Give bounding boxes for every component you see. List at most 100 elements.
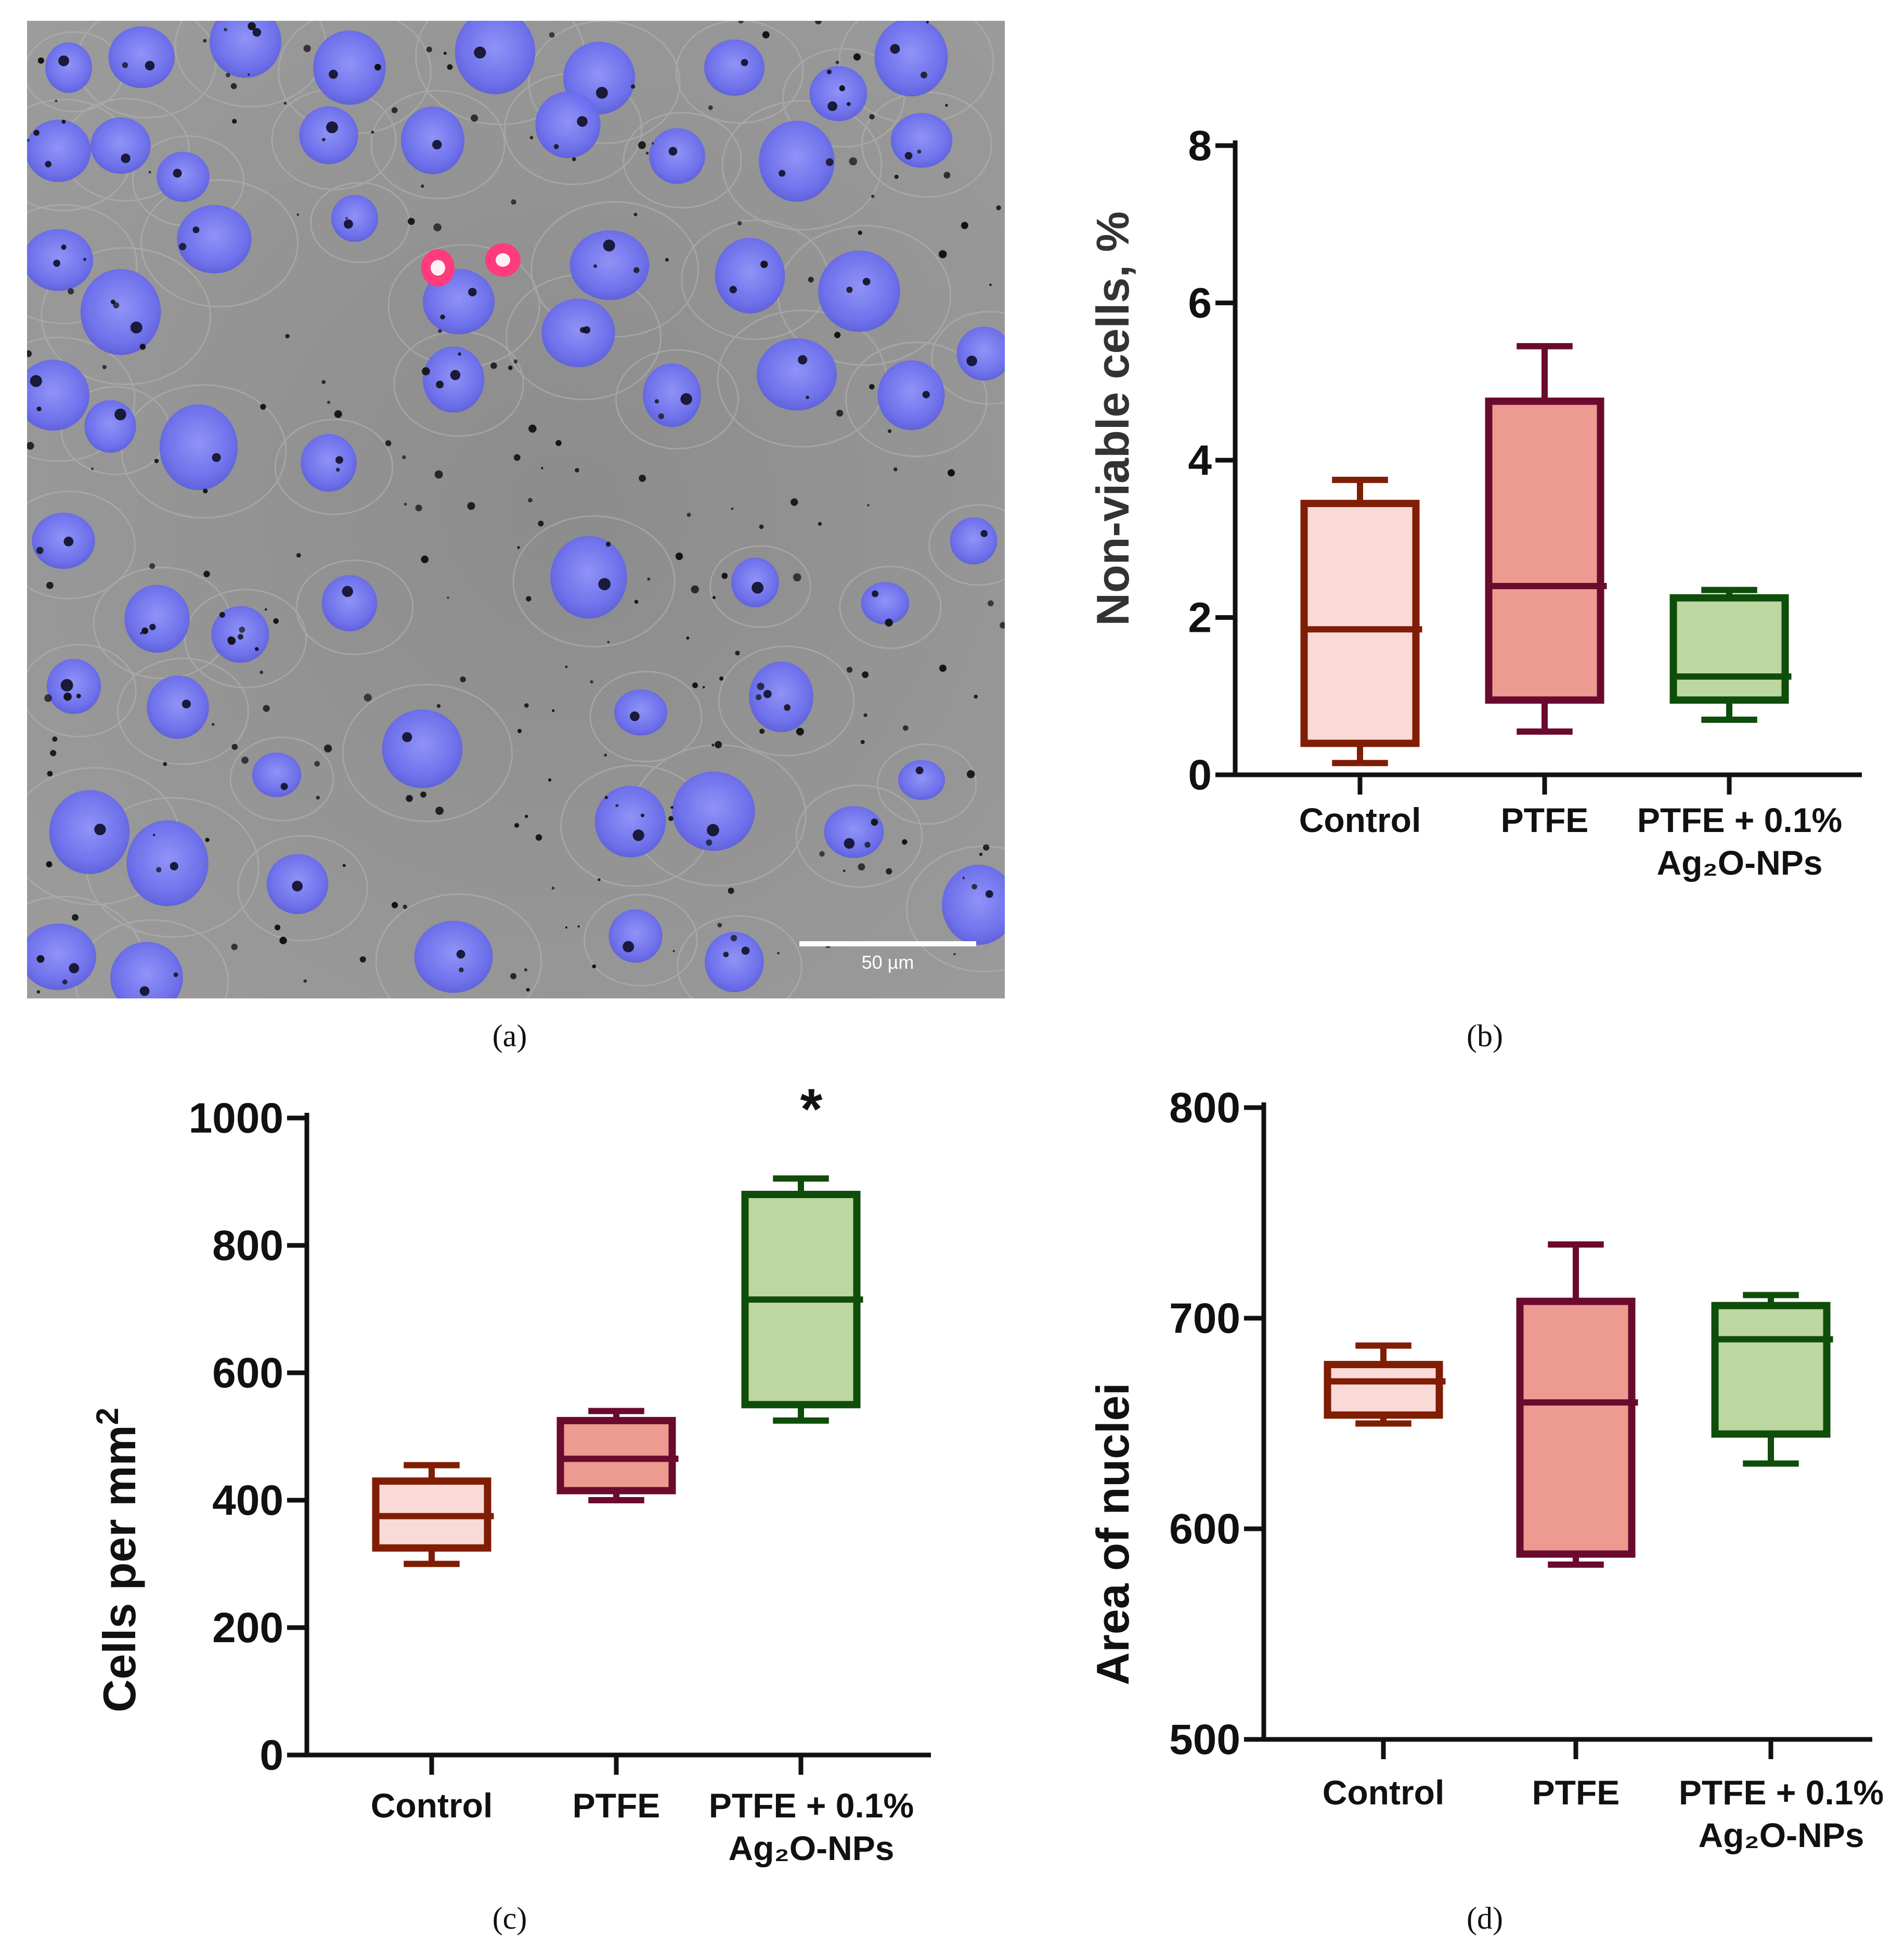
nucleolus [966,355,977,367]
debris-dot [154,459,159,463]
cell-outline [677,915,802,998]
nucleolus [139,986,150,996]
debris-dot [759,524,764,529]
debris-dot [36,955,45,963]
cell-outline [721,100,883,231]
debris-dot [511,199,516,205]
nucleolus [752,581,764,594]
nucleus [414,920,493,993]
box-2 [556,1408,679,1503]
nucleolus [149,623,156,630]
nucleus [27,359,89,431]
y-tick-label: 700 [1169,1295,1240,1342]
debris-dot [140,632,143,635]
nucleolus [798,355,808,365]
debris-dot [458,352,461,356]
nucleolus [63,536,74,547]
debris-dot [323,744,332,752]
debris-dot [113,302,120,309]
nucleolus [212,453,221,462]
debris-dot [37,57,44,64]
debris-dot [853,53,861,61]
debris-dot [322,138,326,141]
nucleolus [763,690,772,698]
debris-dot [422,367,430,375]
cell-outline [839,565,942,649]
nucleolus [114,408,126,421]
debris-dot [721,573,728,579]
nucleus [313,30,386,105]
debris-dot [715,741,722,748]
cell-outline [512,515,676,647]
nucleus [818,250,900,332]
debris-dot [122,62,128,68]
debris-dot [76,694,81,698]
debris-dot [551,887,555,890]
debris-dot [420,791,426,798]
nucleolus [623,941,634,953]
debris-dot [296,553,301,558]
debris-dot [36,547,44,554]
x-tick-label: PTFE + 0.1% [709,1786,914,1825]
nucleus [147,675,209,739]
box-3 [741,1175,863,1424]
y-axis-label: Area of nuclei [1087,1383,1138,1685]
cell-outline [121,384,287,519]
scale-bar [799,941,976,946]
debris-dot [391,107,398,113]
nucleus [108,26,175,88]
debris-dot [996,205,1001,211]
nucleolus [342,586,353,597]
debris-dot [920,71,928,79]
cell-outline [237,835,368,942]
debris-dot [555,440,562,446]
debris-dot [517,729,522,733]
debris-dot [205,838,210,842]
nucleus [45,42,93,93]
debris-dot [102,365,107,369]
nucleolus [844,838,855,849]
debris-dot [553,144,559,149]
cell-outline [375,893,542,998]
debris-dot [686,636,690,640]
debris-dot [148,171,151,174]
debris-dot [818,522,822,526]
debris-dot [826,69,832,74]
debris-dot [605,541,611,547]
debris-dot [345,217,348,219]
cell-outline [27,490,136,600]
iqr-box [1711,1302,1831,1438]
chart-cells-per-mm2: Cells per mm2 0 200 400 600 800 1000 Control PT… [90,1077,931,1867]
nucleus [649,128,705,184]
debris-dot [979,852,983,856]
microscopy-field [27,21,1005,998]
nucleolus [741,59,748,67]
debris-dot [639,474,646,482]
debris-dot [846,287,853,293]
debris-dot [50,750,57,757]
nucleus [874,21,948,97]
cell-outline [41,247,211,385]
debris-dot [651,142,654,145]
debris-dot [402,455,406,459]
nucleus [535,91,601,159]
box-3 [1669,587,1792,723]
debris-dot [433,223,442,231]
y-tick-label: 2 [1188,594,1212,642]
debris-dot [36,990,41,994]
debris-dot [604,796,608,799]
debris-dot [273,618,279,624]
debris-dot [529,136,534,140]
debris-dot [342,864,346,867]
debris-dot [524,968,527,972]
debris-dot [728,888,734,894]
debris-dot [227,636,235,644]
debris-dot [149,563,156,569]
nucleolus [329,70,338,79]
debris-dot [717,922,722,928]
debris-dot [633,267,640,274]
debris-dot [634,600,639,604]
nucleolus [779,170,786,177]
y-tick-label: 200 [212,1604,283,1652]
nucleus [126,820,209,906]
